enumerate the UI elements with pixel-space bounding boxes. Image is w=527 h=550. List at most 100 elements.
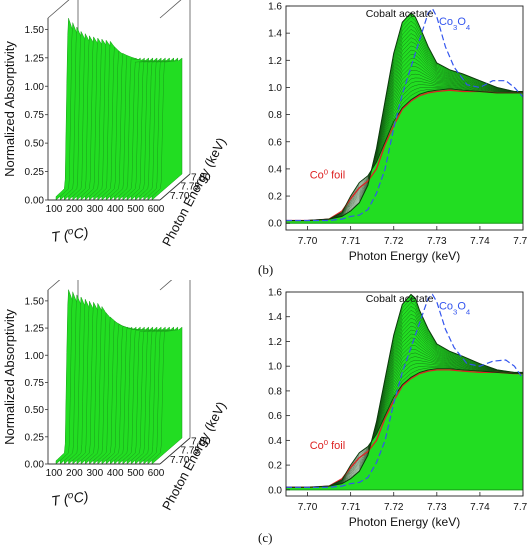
x-tick-label: 7.70 <box>298 236 318 247</box>
x-tick-label: 200 <box>66 204 83 215</box>
y-axis <box>159 437 191 465</box>
z-tick-label: 0.00 <box>25 196 45 207</box>
x-tick-label: 7.74 <box>470 236 490 247</box>
x-tick-label: 7.71 <box>341 502 361 513</box>
x-tick-label: 100 <box>46 204 63 215</box>
x-tick-label: 7.74 <box>470 502 490 513</box>
x-tick-label: 7.72 <box>384 236 404 247</box>
spectra-envelope <box>286 12 523 224</box>
x-tick-label: 600 <box>148 204 165 215</box>
panel-b-xanes-chart: 0.0 0.2 0.4 0.6 0.8 1.0 1.2 1.4 1.6 7.70 7.71 7.72 7… <box>268 2 527 264</box>
spectra-envelope <box>286 294 523 490</box>
z-tick-label: 0.25 <box>25 167 45 178</box>
x-tick-label: 400 <box>107 204 124 215</box>
plot-frame <box>285 291 524 497</box>
y-tick-label: 0.4 <box>268 436 282 447</box>
y-tick-label: 7.80 <box>191 173 211 184</box>
x-tick-label: 300 <box>86 204 103 215</box>
z-tick-label: 0.50 <box>25 139 45 150</box>
cobalt-acetate-line <box>286 293 523 488</box>
y-tick-label: 0.4 <box>268 164 282 175</box>
waterfall-slice <box>151 326 183 465</box>
plot-frame <box>285 5 524 231</box>
co3o4-line <box>286 293 523 488</box>
z-axis-label: Normalized Absorptivity <box>2 41 17 177</box>
top-left-diag-edge <box>47 0 70 19</box>
y-tick-label: 0.2 <box>268 461 282 472</box>
plot-area <box>286 293 523 491</box>
y-tick-label: 1.6 <box>268 288 282 299</box>
y-tick-label: 0.6 <box>268 137 282 148</box>
y-tick-label: 7.70 <box>170 191 190 202</box>
y-tick-label: 1.0 <box>268 83 282 94</box>
x-tick-label: 400 <box>107 468 124 479</box>
top-right-diag-edge <box>159 0 182 19</box>
x-tick-label: 7.75 <box>513 502 527 513</box>
waterfall-slice <box>151 57 183 201</box>
panel-b-3d-chart: 0.00 0.25 0.50 0.75 1.00 1.25 1.50 100 200 300 400… <box>2 0 229 249</box>
cobalt-acetate-label: Cobalt acetate <box>366 8 434 20</box>
y-tick-label: 1.0 <box>268 362 282 373</box>
y-tick-label: 7.80 <box>191 437 211 448</box>
y-tick-label: 0.2 <box>268 192 282 203</box>
x-axis-label: T (oC) <box>50 487 89 509</box>
z-tick-label: 0.50 <box>25 405 45 416</box>
x-tick-label: 600 <box>148 468 165 479</box>
co-foil-label: Co0 foil <box>310 167 345 182</box>
z-axis-label: Normalized Absorptivity <box>2 309 17 445</box>
z-tick-label: 1.25 <box>25 324 45 335</box>
z-tick-label: 1.00 <box>25 82 45 93</box>
y-tick-label: 0.0 <box>268 219 282 230</box>
z-tick-label: 0.25 <box>25 432 45 443</box>
y-axis <box>159 173 191 201</box>
co3o4-label: Co3O4 <box>439 300 471 316</box>
x-axis-label: T (oC) <box>50 223 89 245</box>
x-tick-label: 200 <box>66 468 83 479</box>
z-tick-label: 1.00 <box>25 351 45 362</box>
y-tick-label: 1.6 <box>268 2 282 13</box>
y-tick-label: 0.6 <box>268 411 282 422</box>
x-tick-label: 7.73 <box>427 502 447 513</box>
y-tick-label: 1.4 <box>268 29 282 40</box>
plot-area <box>286 7 523 224</box>
y-tick-label: 0.8 <box>268 110 282 121</box>
y-tick-label: 0.8 <box>268 386 282 397</box>
co3o4-line <box>286 7 523 222</box>
top-left-diag-edge <box>47 280 61 291</box>
y-tick-label: 1.2 <box>268 56 282 67</box>
y-tick-label: 1.2 <box>268 337 282 348</box>
cobalt-acetate-label: Cobalt acetate <box>366 293 434 305</box>
x-axis-label: Photon Energy (keV) <box>349 249 460 263</box>
x-tick-label: 7.75 <box>513 236 527 247</box>
z-tick-label: 0.75 <box>25 378 45 389</box>
top-right-diag-edge <box>159 280 173 291</box>
panel-c-xanes-chart: 0.0 0.2 0.4 0.6 0.8 1.0 1.2 1.4 1.6 7.70 7.71 7.72 7… <box>268 288 527 530</box>
x-tick-label: 100 <box>46 468 63 479</box>
x-tick-label: 7.70 <box>298 502 318 513</box>
panel-c-3d-chart: 0.00 0.25 0.50 0.75 1.00 1.25 1.50 100 200 300 400… <box>2 280 229 513</box>
x-axis-label: Photon Energy (keV) <box>349 515 460 529</box>
co-foil-label: Co0 foil <box>310 438 345 453</box>
y-tick-label: 7.70 <box>170 455 190 466</box>
caption-c: (c) <box>258 530 273 545</box>
y-tick-label: 7.75 <box>181 446 201 457</box>
y-tick-label: 1.4 <box>268 312 282 323</box>
final-spectrum-line <box>286 368 523 488</box>
x-tick-label: 7.71 <box>341 236 361 247</box>
final-spectrum-line <box>286 88 523 221</box>
z-tick-label: 1.50 <box>25 25 45 36</box>
y-tick-label: 7.75 <box>181 182 201 193</box>
cobalt-acetate-line <box>286 12 523 221</box>
x-tick-label: 7.72 <box>384 502 404 513</box>
x-tick-label: 500 <box>127 468 144 479</box>
caption-b: (b) <box>258 262 274 277</box>
x-tick-label: 7.73 <box>427 236 447 247</box>
y-tick-label: 0.0 <box>268 485 282 496</box>
co3o4-label: Co3O4 <box>439 16 471 32</box>
z-tick-label: 1.50 <box>25 296 45 307</box>
x-tick-label: 300 <box>86 468 103 479</box>
z-tick-label: 0.75 <box>25 110 45 121</box>
z-tick-label: 0.00 <box>25 460 45 471</box>
z-tick-label: 1.25 <box>25 53 45 64</box>
x-tick-label: 500 <box>127 204 144 215</box>
